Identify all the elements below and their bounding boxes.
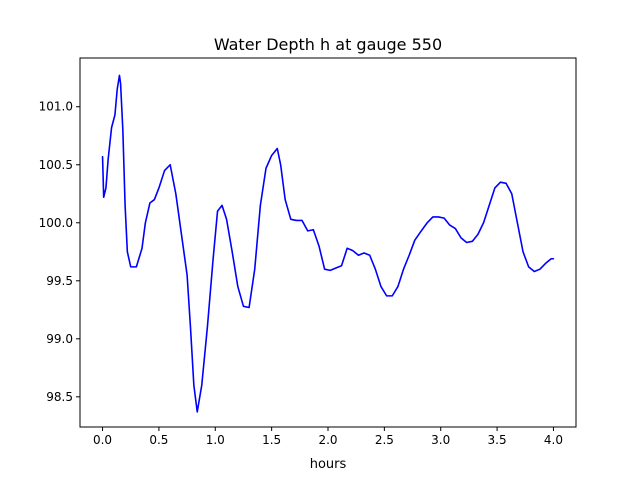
chart-title: Water Depth h at gauge 550 <box>214 35 442 54</box>
x-tick-label: 0.5 <box>149 433 168 447</box>
x-tick-label: 4.0 <box>544 433 563 447</box>
x-tick-label: 2.5 <box>375 433 394 447</box>
x-tick-label: 1.0 <box>206 433 225 447</box>
y-tick-label: 100.0 <box>39 216 73 230</box>
series-line <box>101 74 555 413</box>
y-tick-label: 99.0 <box>46 332 73 346</box>
x-tick-label: 3.0 <box>431 433 450 447</box>
x-axis-label: hours <box>310 457 347 472</box>
x-axis: 0.0 0.5 1.0 1.5 2.0 2.5 3.0 3.5 4.0 <box>93 427 563 447</box>
plot-area <box>101 74 555 413</box>
y-axis: 98.5 99.0 99.5 100.0 100.5 101.0 <box>39 100 80 404</box>
y-tick-label: 99.5 <box>46 274 73 288</box>
x-tick-label: 3.5 <box>488 433 507 447</box>
x-tick-label: 2.0 <box>318 433 337 447</box>
y-tick-label: 101.0 <box>39 100 73 114</box>
y-tick-label: 100.5 <box>39 158 73 172</box>
x-tick-label: 0.0 <box>93 433 112 447</box>
y-tick-label: 98.5 <box>46 390 73 404</box>
x-tick-label: 1.5 <box>262 433 281 447</box>
